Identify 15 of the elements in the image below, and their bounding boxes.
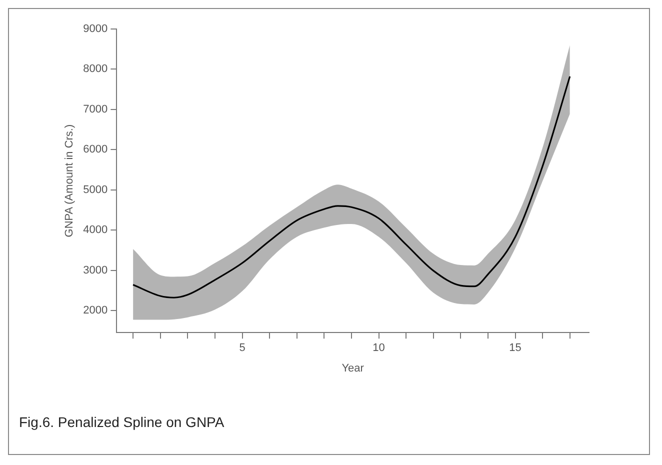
y-tick-label: 2000	[83, 304, 108, 317]
x-axis-title: Year	[342, 362, 364, 374]
y-tick-label: 8000	[83, 63, 108, 76]
y-tick-label: 6000	[83, 144, 108, 156]
line-series	[132, 76, 571, 298]
y-tick-label: 5000	[83, 184, 108, 196]
y-tick-label: 4000	[83, 224, 108, 236]
y-tick-label: 3000	[83, 264, 108, 276]
y-axis-title: GNPA (Amount in Crs.)	[64, 124, 76, 238]
x-tick-label: 15	[509, 342, 522, 354]
caption: Fig.6. Penalized Spline on GNPA	[19, 414, 224, 430]
y-tick-label: 9000	[83, 23, 108, 36]
x-tick-label: 5	[239, 342, 246, 354]
y-tick-label: 7000	[83, 103, 108, 116]
x-tick-label: 10	[372, 342, 385, 354]
